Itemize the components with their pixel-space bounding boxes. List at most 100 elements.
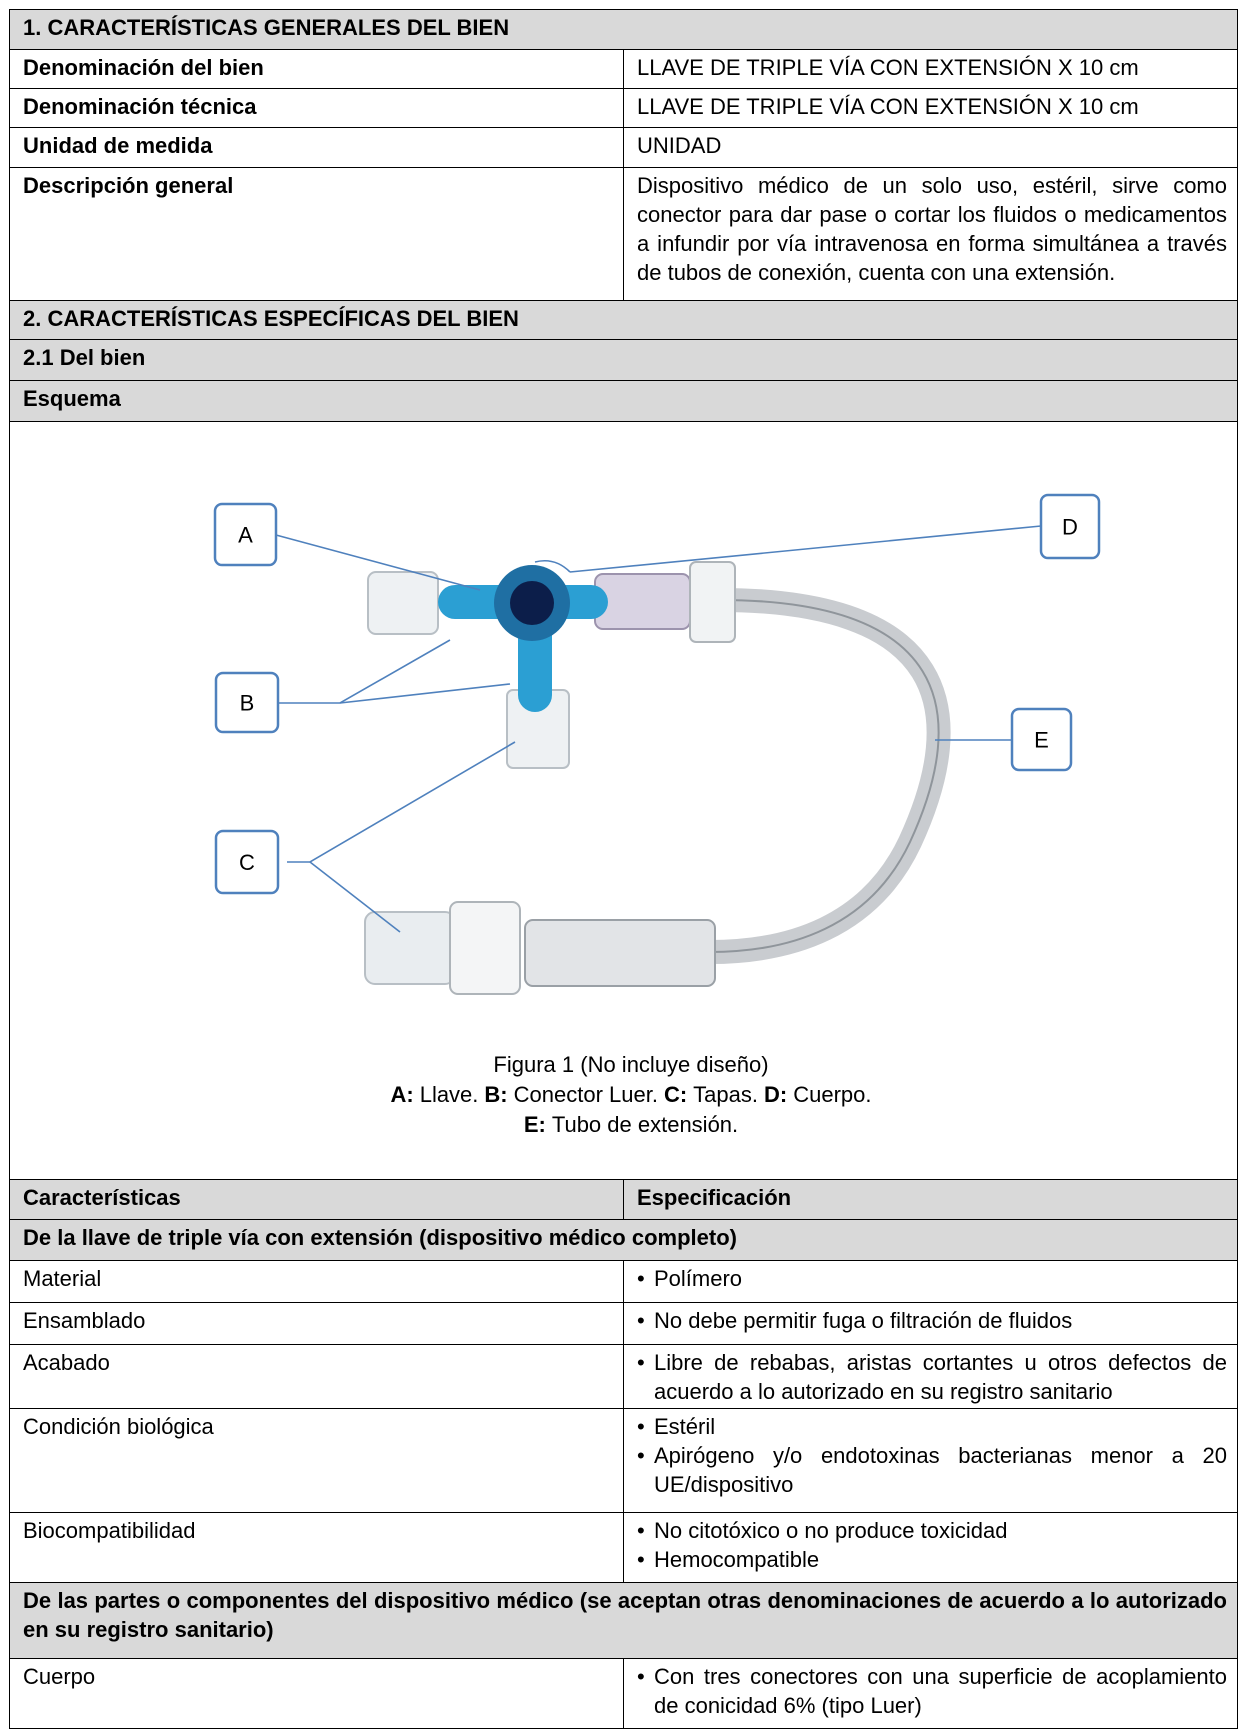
spec-item: Hemocompatible <box>637 1545 1227 1574</box>
legend-text: Cuerpo. <box>793 1082 871 1107</box>
spec-sheet-table: 1. CARACTERÍSTICAS GENERALES DEL BIEN Den… <box>9 9 1238 1729</box>
characteristic: Material <box>9 1260 624 1303</box>
figure-caption: Figura 1 (No incluye diseño) <box>493 1052 768 1077</box>
row-label: Denominación del bien <box>9 49 624 89</box>
label-box <box>214 671 280 734</box>
extension-tube <box>709 587 951 964</box>
legend-key: B: <box>484 1082 507 1107</box>
diagram-label: D <box>1062 515 1078 540</box>
diagram-label: C <box>239 850 255 875</box>
spec-list: No citotóxico o no produce toxicidadHemo… <box>637 1516 1227 1574</box>
male-luer <box>689 561 736 643</box>
spec-item: No debe permitir fuga o filtración de fl… <box>637 1306 1227 1335</box>
end-connector <box>524 919 716 987</box>
spec-item: Con tres conectores con una superficie d… <box>637 1662 1227 1720</box>
legend-key: C: <box>664 1082 687 1107</box>
spec-list: No debe permitir fuga o filtración de fl… <box>637 1306 1227 1335</box>
table-row: De las partes o componentes del disposit… <box>9 1582 1238 1659</box>
leader-line <box>339 683 511 704</box>
table-row: 1. CARACTERÍSTICAS GENERALES DEL BIEN <box>9 9 1238 50</box>
table-row: De la llave de triple vía con extensión … <box>9 1219 1238 1261</box>
spec-item: Polímero <box>637 1264 1227 1293</box>
leader-line <box>287 741 516 863</box>
table-row: BiocompatibilidadNo citotóxico o no prod… <box>9 1512 1238 1583</box>
spec-item: Estéril <box>637 1412 1227 1441</box>
row-value: UNIDAD <box>623 127 1238 168</box>
row-value: Dispositivo médico de un solo uso, estér… <box>623 167 1238 301</box>
legend-text: Tapas. <box>693 1082 758 1107</box>
spec-list: Polímero <box>637 1264 1227 1293</box>
label-box <box>1010 707 1073 772</box>
table-row: 2. CARACTERÍSTICAS ESPECÍFICAS DEL BIEN <box>9 300 1238 340</box>
luer-body <box>594 573 691 630</box>
specification: Libre de rebabas, aristas cortantes u ot… <box>623 1344 1238 1409</box>
document: 1. CARACTERÍSTICAS GENERALES DEL BIEN Den… <box>9 9 1238 1729</box>
spec-list: Con tres conectores con una superficie d… <box>637 1662 1227 1720</box>
spec-item: Libre de rebabas, aristas cortantes u ot… <box>637 1348 1227 1406</box>
spec-item: No citotóxico o no produce toxicidad <box>637 1516 1227 1545</box>
legend-key: A: <box>390 1082 413 1107</box>
leader-line <box>534 559 571 573</box>
specification: No debe permitir fuga o filtración de fl… <box>623 1302 1238 1345</box>
group-title: De la llave de triple vía con extensión … <box>9 1219 1238 1261</box>
table-row: Esquema <box>9 380 1238 422</box>
legend-text: Conector Luer. <box>514 1082 658 1107</box>
characteristic: Condición biológica <box>9 1408 624 1513</box>
section-title: 1. CARACTERÍSTICAS GENERALES DEL BIEN <box>9 9 1238 50</box>
extension-tube-edge <box>709 598 940 953</box>
spec-list: EstérilApirógeno y/o endotoxinas bacteri… <box>637 1412 1227 1499</box>
column-header: Especificación <box>623 1179 1238 1220</box>
row-value: LLAVE DE TRIPLE VÍA CON EXTENSIÓN X 10 c… <box>623 49 1238 89</box>
figure-legend-line: A: Llave. B: Conector Luer. C: Tapas. D: Cuerpo… <box>390 1082 871 1107</box>
label-box <box>213 502 278 567</box>
left-port <box>367 571 439 635</box>
characteristic: Biocompatibilidad <box>9 1512 624 1583</box>
subsection-title: 2.1 Del bien <box>9 339 1238 381</box>
group-title: De las partes o componentes del disposit… <box>9 1582 1238 1659</box>
legend-text: Llave. <box>420 1082 479 1107</box>
legend-text: Tubo de extensión. <box>552 1112 738 1137</box>
diagram-label: E <box>1034 728 1049 753</box>
table-row: Unidad de medida UNIDAD <box>9 127 1238 168</box>
specification: Con tres conectores con una superficie d… <box>623 1658 1238 1729</box>
table-row: CuerpoCon tres conectores con una superf… <box>9 1658 1238 1729</box>
label-box <box>1039 493 1101 560</box>
specification: Polímero <box>623 1260 1238 1303</box>
table-row: 2.1 Del bien <box>9 339 1238 381</box>
cap <box>364 911 456 985</box>
label-box <box>214 829 280 895</box>
leader-line <box>569 525 1042 573</box>
legend-key: D: <box>764 1082 787 1107</box>
section-title: 2. CARACTERÍSTICAS ESPECÍFICAS DEL BIEN <box>9 300 1238 340</box>
spec-list: Libre de rebabas, aristas cortantes u ot… <box>637 1348 1227 1406</box>
spec-item: Apirógeno y/o endotoxinas bacterianas me… <box>637 1441 1227 1499</box>
leader-line <box>309 861 401 933</box>
column-header: Características <box>9 1179 624 1220</box>
legend-key: E: <box>524 1112 546 1137</box>
table-row: Características Especificación <box>9 1179 1238 1220</box>
row-label: Unidad de medida <box>9 127 624 168</box>
table-row: Denominación del bien LLAVE DE TRIPLE VÍA… <box>9 49 1238 89</box>
diagram-label: B <box>240 691 255 716</box>
scheme-cell: A B C D E Figura 1 (No incluye diseño) A: Llave… <box>9 421 1238 1180</box>
cap-thread <box>449 901 521 995</box>
table-row: Condición biológicaEstérilApirógeno y/o … <box>9 1408 1238 1513</box>
row-value: LLAVE DE TRIPLE VÍA CON EXTENSIÓN X 10 c… <box>623 88 1238 128</box>
table-row: Descripción general Dispositivo médico de… <box>9 167 1238 301</box>
specification: EstérilApirógeno y/o endotoxinas bacteri… <box>623 1408 1238 1513</box>
table-row: AcabadoLibre de rebabas, aristas cortant… <box>9 1344 1238 1409</box>
device-diagram: A B C D E Figura 1 (No incluye diseño) A: Llave… <box>213 493 1101 1137</box>
figure-legend-line: E: Tubo de extensión. <box>524 1112 738 1137</box>
scheme-title: Esquema <box>9 380 1238 422</box>
row-label: Denominación técnica <box>9 88 624 128</box>
diagram-label: A <box>238 523 253 548</box>
characteristic: Acabado <box>9 1344 624 1409</box>
table-row: Ensamblado No debe permitir fuga o filtra… <box>9 1302 1238 1345</box>
characteristic: Ensamblado <box>9 1302 624 1345</box>
stopcock-center <box>510 581 554 625</box>
characteristic: Cuerpo <box>9 1658 624 1729</box>
leader-line <box>275 534 481 591</box>
specification: No citotóxico o no produce toxicidadHemo… <box>623 1512 1238 1583</box>
row-label: Descripción general <box>9 167 624 301</box>
